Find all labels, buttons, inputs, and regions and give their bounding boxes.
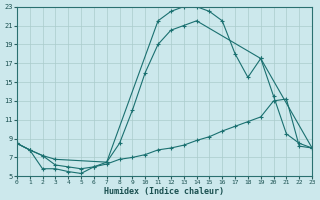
X-axis label: Humidex (Indice chaleur): Humidex (Indice chaleur)	[104, 187, 224, 196]
